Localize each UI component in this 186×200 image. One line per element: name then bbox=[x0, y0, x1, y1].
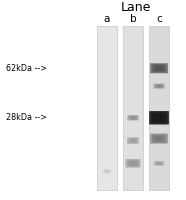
FancyBboxPatch shape bbox=[128, 138, 138, 143]
FancyBboxPatch shape bbox=[127, 137, 139, 144]
FancyBboxPatch shape bbox=[156, 67, 162, 70]
Text: b: b bbox=[130, 14, 136, 24]
FancyBboxPatch shape bbox=[157, 162, 161, 164]
FancyBboxPatch shape bbox=[155, 84, 163, 88]
FancyBboxPatch shape bbox=[155, 161, 163, 165]
FancyBboxPatch shape bbox=[150, 134, 168, 144]
FancyBboxPatch shape bbox=[156, 162, 162, 165]
FancyBboxPatch shape bbox=[103, 169, 111, 173]
FancyBboxPatch shape bbox=[104, 170, 110, 173]
FancyBboxPatch shape bbox=[123, 26, 143, 190]
FancyBboxPatch shape bbox=[156, 137, 162, 140]
FancyBboxPatch shape bbox=[150, 63, 168, 73]
FancyBboxPatch shape bbox=[152, 64, 166, 72]
FancyBboxPatch shape bbox=[154, 114, 164, 121]
FancyBboxPatch shape bbox=[130, 116, 136, 119]
FancyBboxPatch shape bbox=[156, 116, 162, 120]
FancyBboxPatch shape bbox=[154, 161, 164, 166]
FancyBboxPatch shape bbox=[131, 117, 135, 119]
FancyBboxPatch shape bbox=[152, 135, 166, 143]
FancyBboxPatch shape bbox=[154, 65, 164, 71]
FancyBboxPatch shape bbox=[157, 85, 161, 87]
FancyBboxPatch shape bbox=[156, 84, 162, 88]
FancyBboxPatch shape bbox=[154, 136, 164, 141]
FancyBboxPatch shape bbox=[130, 139, 136, 143]
FancyBboxPatch shape bbox=[127, 115, 139, 121]
FancyBboxPatch shape bbox=[151, 113, 166, 123]
Text: Lane: Lane bbox=[121, 1, 151, 14]
FancyBboxPatch shape bbox=[149, 111, 169, 125]
FancyBboxPatch shape bbox=[131, 139, 135, 142]
FancyBboxPatch shape bbox=[149, 26, 169, 190]
Text: 62kDa -->: 62kDa --> bbox=[6, 64, 46, 73]
FancyBboxPatch shape bbox=[129, 116, 137, 120]
FancyBboxPatch shape bbox=[105, 170, 109, 173]
FancyBboxPatch shape bbox=[125, 159, 140, 168]
FancyBboxPatch shape bbox=[131, 162, 135, 165]
FancyBboxPatch shape bbox=[127, 160, 139, 167]
FancyBboxPatch shape bbox=[129, 161, 137, 166]
FancyBboxPatch shape bbox=[105, 170, 108, 172]
FancyBboxPatch shape bbox=[97, 26, 117, 190]
Text: a: a bbox=[104, 14, 110, 24]
Text: 28kDa -->: 28kDa --> bbox=[6, 113, 46, 122]
Text: c: c bbox=[156, 14, 162, 24]
FancyBboxPatch shape bbox=[153, 84, 165, 89]
